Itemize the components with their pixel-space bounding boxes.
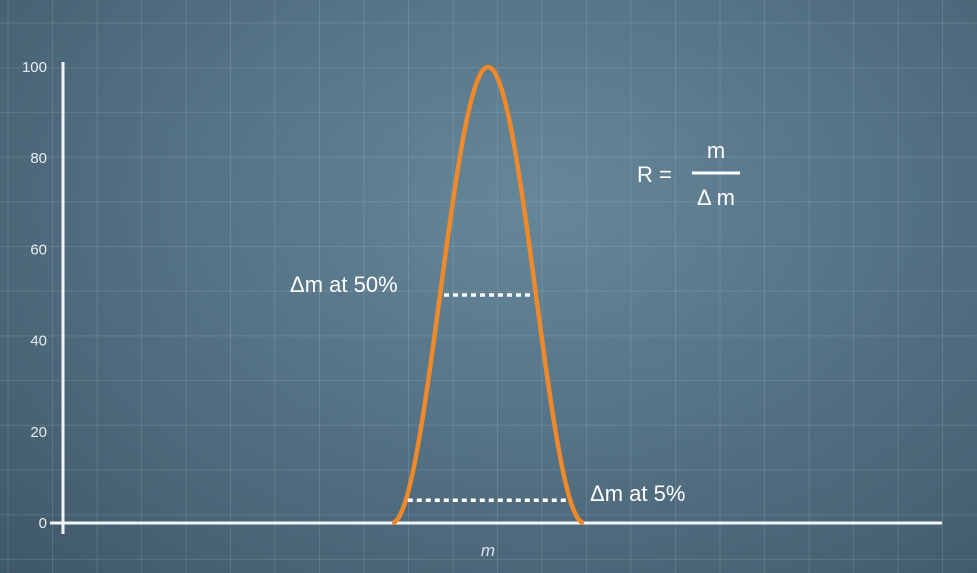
x-axis-label: m: [481, 541, 495, 560]
y-tick-labels: 0 20 40 60 80 100: [22, 59, 47, 532]
resolution-formula: R = m Δ m: [637, 138, 740, 210]
formula-lhs: R =: [637, 162, 672, 187]
y-tick-label: 0: [39, 515, 47, 532]
formula-denominator: Δ m: [697, 185, 735, 210]
y-tick-label: 40: [30, 333, 47, 350]
y-tick-label: 20: [30, 424, 47, 441]
peak-curve: [390, 64, 586, 526]
y-tick-label: 100: [22, 59, 47, 76]
y-tick-label: 60: [30, 241, 47, 258]
base-width-label: Δm at 5%: [590, 481, 685, 506]
y-tick-label: 80: [30, 150, 47, 167]
formula-numerator: m: [707, 138, 725, 163]
half-width-label: Δm at 50%: [290, 272, 398, 297]
